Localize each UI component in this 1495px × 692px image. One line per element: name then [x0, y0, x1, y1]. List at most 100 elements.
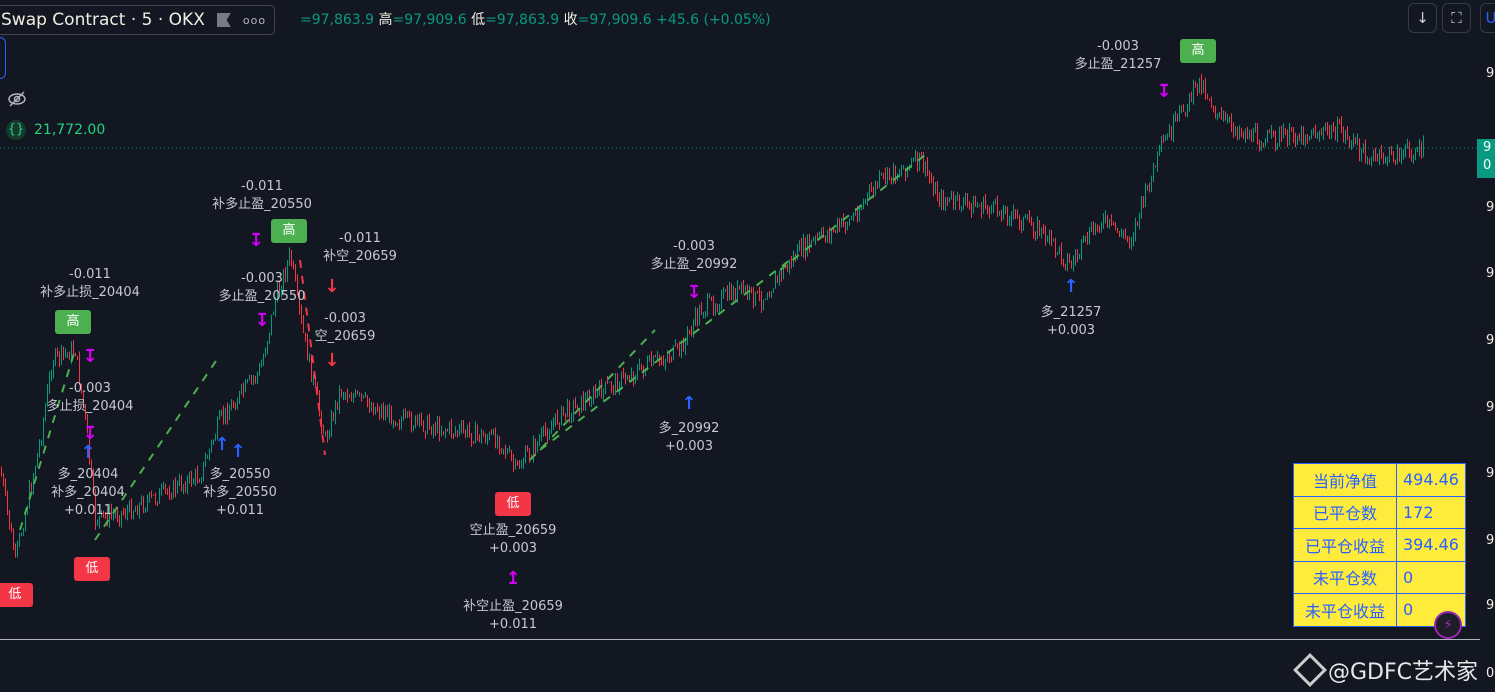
low-tag: 低 [495, 492, 531, 516]
signal-pnl: -0.003 [69, 381, 111, 396]
axis-label: 0 [1486, 666, 1495, 681]
table-row: 未平仓收益 0 [1293, 593, 1466, 627]
signal-name: 多止盈_20992 [650, 257, 738, 272]
stats-table: 当前净值 494.46 已平仓数 172 已平仓收益 394.46 未平仓数 0 未平仓… [1293, 463, 1466, 627]
trend-line [539, 259, 791, 451]
signal-name: 多止盈_21257 [1074, 57, 1162, 72]
close-value: =97,909.6 [577, 12, 652, 28]
fullscreen-icon[interactable]: ⛶ [1442, 3, 1471, 33]
logo-icon [1293, 653, 1327, 687]
signal-name: 补多_20404 [51, 485, 125, 500]
signal-pnl: -0.003 [673, 239, 715, 254]
trend-line [94, 354, 221, 541]
signal-name: 多止损_20404 [46, 399, 134, 414]
signal-label: 多_20404 补多_20404 +0.011 [51, 466, 125, 520]
close-key: 收 [563, 12, 578, 28]
stat-value: 172 [1396, 495, 1466, 529]
signal-pnl: -0.011 [241, 179, 283, 194]
signal-pnl: +0.011 [63, 503, 113, 518]
signal-name: 补空_20659 [323, 249, 397, 264]
low-key: 低 [471, 12, 486, 28]
last-price-line1: 9 [1483, 140, 1492, 155]
exit-arrow-icon: ↧ [686, 282, 702, 303]
exit-arrow-icon: ↧ [1156, 81, 1172, 102]
ohlc-values: =97,863.9 高=97,909.6 低=97,863.9 收=97,909… [300, 9, 771, 29]
signal-label: -0.003 多止损_20404 [47, 380, 134, 416]
exit-arrow-icon: ↧ [82, 423, 98, 444]
signal-name: 补多止损_20404 [40, 285, 140, 300]
signal-pnl: 多_20404 [57, 467, 119, 482]
table-row: 当前净值 494.46 [1293, 463, 1466, 497]
trend-line [299, 259, 326, 456]
signal-label: 空止盈_20659 +0.003 [470, 522, 557, 558]
stat-value: 394.46 [1396, 528, 1466, 562]
hide-eye-icon[interactable] [7, 90, 27, 108]
signal-label: 多_20992 +0.003 [659, 420, 720, 456]
side-panel-handle[interactable] [0, 37, 6, 79]
signal-name: 多_21257 [1040, 305, 1102, 320]
signal-label: 多_21257 +0.003 [1041, 304, 1102, 340]
long-arrow-icon: ↑ [1063, 276, 1079, 297]
more-icon[interactable]: ooo [242, 13, 267, 27]
axis-label: 9 [1486, 466, 1495, 481]
low-value: =97,863.9 [485, 12, 560, 28]
table-row: 已平仓收益 394.46 [1293, 528, 1466, 562]
axis-label: 9 [1486, 400, 1495, 415]
exit-arrow-icon: ↧ [82, 346, 98, 367]
table-row: 未平仓数 0 [1293, 560, 1466, 594]
high-key: 高 [378, 12, 393, 28]
signal-label: 多_20550 补多_20550 +0.011 [203, 466, 277, 520]
stat-value: 494.46 [1396, 463, 1466, 497]
flag-icon[interactable] [216, 13, 231, 27]
axis-label: 9 [1486, 333, 1495, 348]
signal-label: -0.003 多止盈_20992 [651, 238, 738, 274]
arrow-down-icon[interactable]: ↓ [1408, 3, 1437, 33]
low-tag: 低 [74, 557, 110, 581]
signal-label: -0.003 多止盈_21257 [1075, 38, 1162, 74]
high-value: =97,909.6 [392, 12, 467, 28]
signal-name: 补多_20550 [203, 485, 277, 500]
watermark: @GDFC艺术家 [1293, 653, 1478, 687]
exit-arrow-icon: ↧ [254, 310, 270, 331]
signal-label: -0.011 补多止盈_20550 [212, 178, 312, 214]
last-price-line2: 0 [1483, 158, 1492, 173]
stat-label: 已平仓数 [1293, 495, 1397, 529]
axis-label: 9 [1486, 598, 1495, 613]
currency-button[interactable]: U [1480, 3, 1495, 33]
high-tag: 高 [55, 310, 91, 334]
high-tag: 高 [1180, 39, 1216, 63]
open-value: =97,863.9 [300, 12, 375, 28]
axis-label: 9 [1486, 200, 1495, 215]
exit-arrow-icon: ↧ [248, 230, 264, 251]
signal-pnl: +0.003 [1046, 323, 1096, 338]
price-chart[interactable] [0, 0, 1480, 639]
signal-name: 多_20992 [658, 421, 720, 436]
lightning-icon[interactable]: ⚡ [1434, 611, 1462, 639]
signal-pnl: +0.003 [488, 541, 538, 556]
signal-label: 补空止盈_20659 +0.011 [463, 598, 563, 634]
stat-value: 0 [1396, 560, 1466, 594]
stat-label: 当前净值 [1293, 463, 1397, 497]
signal-name: 多止盈_20550 [218, 289, 306, 304]
trend-line [529, 329, 656, 461]
signal-label: -0.011 补空_20659 [323, 230, 397, 266]
symbol-title: Swap Contract · 5 · OKX [1, 10, 205, 30]
signal-label: -0.003 多止盈_20550 [219, 270, 306, 306]
chart-bottom-border [0, 639, 1480, 640]
table-row: 已平仓数 172 [1293, 495, 1466, 529]
signal-pnl: -0.011 [339, 231, 381, 246]
signal-label: -0.003 空_20659 [315, 310, 376, 346]
long-arrow-icon: ↑ [214, 434, 230, 455]
indicator-legend[interactable]: {} 21,772.00 [6, 120, 105, 140]
signal-label: -0.011 补多止损_20404 [40, 266, 140, 302]
stat-label: 已平仓收益 [1293, 528, 1397, 562]
axis-label: 9 [1486, 533, 1495, 548]
signal-pnl: -0.011 [69, 267, 111, 282]
exit-arrow-icon: ↥ [505, 568, 521, 589]
signal-pnl: 多_20550 [209, 467, 271, 482]
change-value: +45.6 (+0.05%) [656, 12, 771, 28]
symbol-legend[interactable]: Swap Contract · 5 · OKX ooo [0, 5, 276, 35]
signal-pnl: -0.003 [1097, 39, 1139, 54]
signal-pnl: -0.003 [324, 311, 366, 326]
